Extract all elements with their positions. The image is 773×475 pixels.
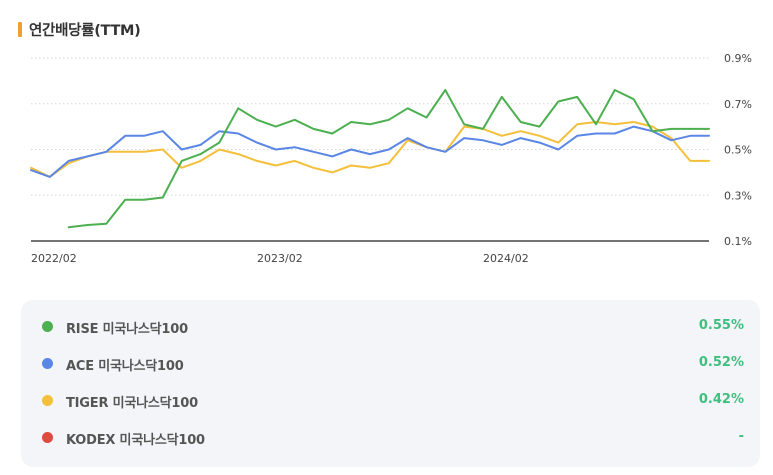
series-line [67, 89, 710, 229]
legend-panel: RISE 미국나스닥100 0.55% ACE 미국나스닥100 0.52% T… [21, 300, 760, 467]
y-tick-label: 0.7% [724, 98, 752, 111]
legend-item-rise[interactable]: RISE 미국나스닥100 0.55% [21, 313, 760, 343]
legend-item-ace[interactable]: ACE 미국나스닥100 0.52% [21, 350, 760, 380]
y-tick-label: 0.3% [724, 189, 752, 202]
y-tick-label: 0.1% [724, 235, 752, 248]
legend-item-tiger[interactable]: TIGER 미국나스닥100 0.42% [21, 387, 760, 417]
legend-dot-icon [42, 432, 53, 443]
legend-value: 0.52% [698, 355, 744, 370]
x-tick-label: 2024/02 [483, 252, 529, 265]
legend-dot-icon [42, 358, 53, 369]
series-line [30, 125, 710, 178]
chart-title: 연간배당률(TTM) [29, 23, 141, 39]
chart-header: 연간배당률(TTM) [18, 19, 141, 40]
series-line [30, 121, 710, 178]
x-tick-label: 2022/02 [31, 252, 77, 265]
legend-label: RISE 미국나스닥100 [66, 322, 188, 337]
x-tick-label: 2023/02 [257, 252, 303, 265]
legend-label: ACE 미국나스닥100 [66, 359, 184, 374]
legend-value: 0.55% [698, 318, 744, 333]
legend-dot-icon [42, 321, 53, 332]
y-tick-label: 0.5% [724, 144, 752, 157]
legend-label: TIGER 미국나스닥100 [66, 396, 198, 411]
legend-item-kodex[interactable]: KODEX 미국나스닥100 - [21, 424, 760, 454]
legend-value: 0.42% [698, 392, 744, 407]
y-tick-label: 0.9% [724, 52, 752, 65]
title-accent-bar [18, 22, 22, 37]
dividend-yield-chart: 0.9% 0.7% 0.5% 0.3% 0.1% 2022/02 2023/02 2024/0… [30, 52, 752, 265]
legend-value: - [738, 429, 744, 444]
legend-dot-icon [42, 395, 53, 406]
legend-label: KODEX 미국나스닥100 [66, 433, 205, 448]
